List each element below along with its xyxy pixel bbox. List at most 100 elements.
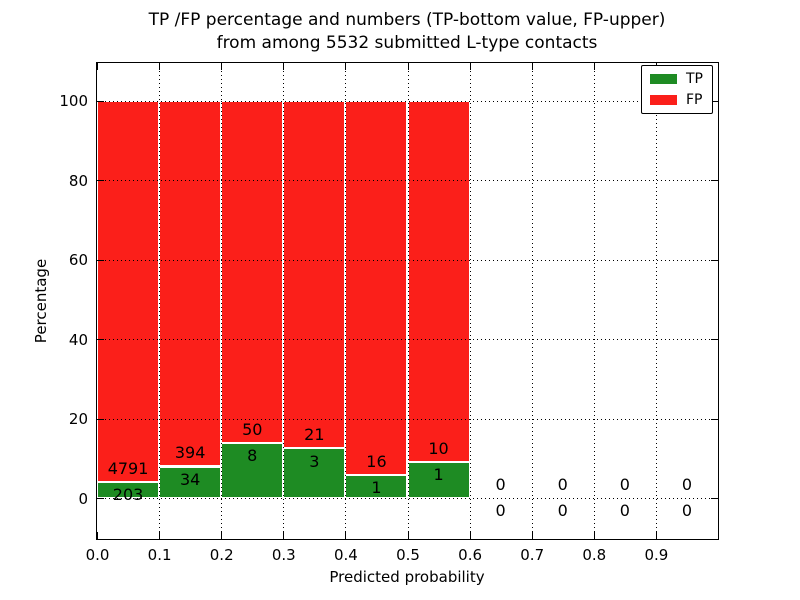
x-tick-label: 0.5 <box>396 546 420 564</box>
x-tick-mark <box>593 532 595 539</box>
fp-count-label: 21 <box>304 425 325 445</box>
x-tick-mark-top <box>531 63 533 70</box>
fp-count-label: 16 <box>366 451 387 471</box>
tp-count-label: 1 <box>371 477 382 497</box>
y-tick-label: 20 <box>68 410 88 429</box>
y-tick-mark-right <box>711 339 718 341</box>
fp-count-label: 0 <box>681 474 693 494</box>
tp-count-label: 3 <box>309 451 320 471</box>
legend: TP FP <box>641 65 713 114</box>
x-tick-mark <box>345 532 347 539</box>
ticks-layer <box>97 63 718 539</box>
fp-count-label: 0 <box>619 474 630 494</box>
y-tick-label: 0 <box>78 489 88 508</box>
y-tick-mark-right <box>711 498 718 500</box>
y-tick-mark-right <box>711 100 718 102</box>
x-tick-mark <box>531 532 533 539</box>
gridline-horizontal <box>97 498 718 500</box>
y-tick-mark <box>97 259 104 261</box>
bar-segment-fp <box>97 100 160 482</box>
y-tick-mark-right <box>711 259 718 261</box>
bar-segment-tp <box>283 448 346 499</box>
bars-layer <box>97 63 718 539</box>
gridline-horizontal <box>97 418 718 420</box>
x-tick-label: 0.7 <box>520 546 545 564</box>
gridline-vertical <box>593 63 595 539</box>
tp-count-label: 1 <box>433 465 444 485</box>
y-tick-mark <box>97 100 104 102</box>
bar-segment-fp <box>159 100 222 467</box>
y-tick-label: 60 <box>68 251 88 270</box>
x-axis-label: Predicted probability <box>329 568 485 586</box>
x-tick-mark-top <box>283 63 285 70</box>
y-tick-mark <box>97 339 104 341</box>
legend-entry-fp: FP <box>650 93 703 107</box>
chart-title-line1: TP /FP percentage and numbers (TP-bottom… <box>148 10 666 30</box>
legend-swatch-tp <box>650 74 677 84</box>
fp-count-label: 50 <box>242 420 263 440</box>
y-tick-label: 80 <box>68 171 88 190</box>
legend-label: FP <box>686 92 703 108</box>
x-tick-label: 0.1 <box>147 546 172 564</box>
x-tick-mark-top <box>345 63 347 70</box>
legend-entry-tp: TP <box>650 72 703 86</box>
x-tick-mark-top <box>469 63 471 70</box>
gridline-vertical <box>531 63 533 539</box>
gridline-horizontal <box>97 180 718 182</box>
x-tick-label: 0.3 <box>271 546 296 564</box>
tp-count-label: 8 <box>247 446 258 466</box>
x-tick-mark <box>655 532 657 539</box>
chart-title-line2: from among 5532 submitted L-type contact… <box>216 33 598 53</box>
gridline-vertical <box>407 63 409 539</box>
fp-count-label: 0 <box>557 474 568 494</box>
tp-count-label: 0 <box>681 501 693 521</box>
x-tick-mark-top <box>97 63 98 70</box>
tp-count-label: 0 <box>495 501 506 521</box>
y-tick-mark-right <box>711 418 718 420</box>
x-tick-mark <box>159 532 161 539</box>
x-tick-mark <box>221 532 223 539</box>
x-tick-label: 0.0 <box>85 546 110 564</box>
tp-count-label: 0 <box>557 501 568 521</box>
x-tick-label: 0.9 <box>644 546 669 564</box>
x-tick-mark-top <box>407 63 409 70</box>
x-tick-label: 0.4 <box>333 546 358 564</box>
x-tick-mark <box>469 532 471 539</box>
y-tick-label: 100 <box>59 92 88 111</box>
gridline-horizontal <box>97 259 718 261</box>
bar-segment-tp <box>407 461 470 499</box>
fp-count-label: 4791 <box>107 458 149 478</box>
gridline-vertical <box>159 63 161 539</box>
gridlines-layer <box>97 63 718 539</box>
legend-swatch-fp <box>650 95 677 105</box>
gridline-vertical <box>655 63 657 539</box>
x-tick-mark-top <box>593 63 595 70</box>
tp-count-label: 203 <box>112 485 144 505</box>
x-tick-mark-top <box>221 63 223 70</box>
x-tick-label: 0.8 <box>582 546 607 564</box>
bar-count-annotations-layer: 4791 203 394 34 50 8 21 3 16 1 10 1 0 0 0 0 0 0 0 0 <box>97 63 718 539</box>
x-tick-mark <box>407 532 409 539</box>
y-tick-mark <box>97 180 104 182</box>
x-tick-label: 0.2 <box>209 546 234 564</box>
bar-segment-tp <box>97 481 160 499</box>
x-tick-mark <box>283 532 285 539</box>
plot-area: 4791 203 394 34 50 8 21 3 16 1 10 1 0 0 0 0 0 0 0 0 TP FP <box>96 62 719 540</box>
gridline-horizontal <box>97 100 718 102</box>
fp-count-label: 394 <box>174 443 206 463</box>
x-tick-mark <box>97 532 98 539</box>
x-tick-mark-top <box>159 63 161 70</box>
gridline-vertical <box>469 63 471 539</box>
tp-count-label: 34 <box>179 469 201 489</box>
y-tick-mark-right <box>711 180 718 182</box>
legend-label: TP <box>686 71 703 87</box>
fp-count-label: 0 <box>495 474 506 494</box>
y-tick-mark <box>97 498 104 500</box>
y-axis-label: Percentage <box>32 258 50 344</box>
gridline-vertical <box>221 63 223 539</box>
x-tick-label: 0.6 <box>458 546 483 564</box>
tp-count-label: 0 <box>619 501 630 521</box>
gridline-vertical <box>345 63 347 539</box>
gridline-vertical <box>283 63 285 539</box>
